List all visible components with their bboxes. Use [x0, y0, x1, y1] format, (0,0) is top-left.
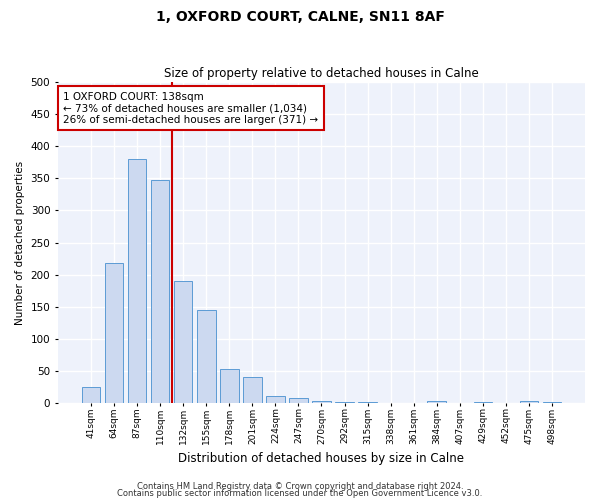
- Bar: [243, 378, 262, 403]
- Bar: [174, 281, 193, 403]
- Text: Contains HM Land Registry data © Crown copyright and database right 2024.: Contains HM Land Registry data © Crown c…: [137, 482, 463, 491]
- Y-axis label: Number of detached properties: Number of detached properties: [15, 160, 25, 324]
- Bar: [266, 396, 284, 403]
- Bar: [520, 401, 538, 403]
- Title: Size of property relative to detached houses in Calne: Size of property relative to detached ho…: [164, 66, 479, 80]
- Bar: [427, 400, 446, 403]
- Bar: [473, 402, 492, 403]
- Bar: [542, 402, 561, 403]
- X-axis label: Distribution of detached houses by size in Calne: Distribution of detached houses by size …: [178, 452, 464, 465]
- Bar: [312, 400, 331, 403]
- Bar: [151, 180, 169, 403]
- Bar: [197, 310, 215, 403]
- Bar: [358, 402, 377, 403]
- Text: Contains public sector information licensed under the Open Government Licence v3: Contains public sector information licen…: [118, 489, 482, 498]
- Bar: [335, 402, 354, 403]
- Bar: [128, 159, 146, 403]
- Bar: [289, 398, 308, 403]
- Text: 1, OXFORD COURT, CALNE, SN11 8AF: 1, OXFORD COURT, CALNE, SN11 8AF: [155, 10, 445, 24]
- Bar: [220, 369, 239, 403]
- Bar: [82, 387, 100, 403]
- Text: 1 OXFORD COURT: 138sqm
← 73% of detached houses are smaller (1,034)
26% of semi-: 1 OXFORD COURT: 138sqm ← 73% of detached…: [63, 92, 319, 125]
- Bar: [105, 263, 124, 403]
